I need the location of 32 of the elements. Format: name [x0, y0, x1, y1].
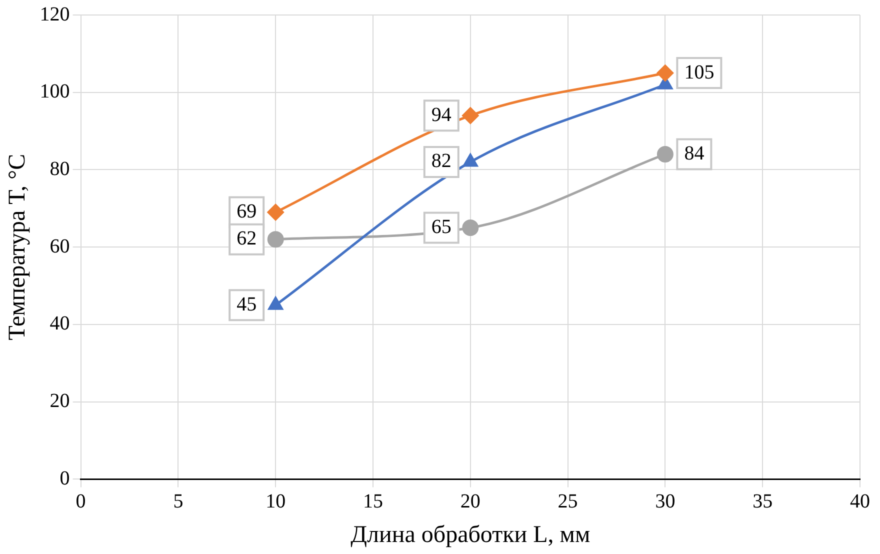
data-label: 69 [236, 200, 257, 223]
data-label: 45 [236, 293, 257, 316]
x-tick-label: 15 [363, 490, 383, 512]
x-tick-label: 0 [76, 490, 86, 512]
point [267, 231, 284, 248]
y-tick-label: 120 [40, 3, 70, 26]
y-tick-label: 80 [50, 158, 70, 180]
y-tick-label: 100 [40, 80, 70, 103]
x-tick-label: 5 [173, 490, 184, 512]
y-tick-label: 0 [60, 467, 70, 490]
y-axis-title: Температура T, °С [4, 154, 31, 340]
y-tick-label: 20 [50, 390, 70, 412]
point [267, 204, 284, 221]
x-tick-label: 40 [850, 490, 870, 512]
x-tick-label: 30 [655, 490, 676, 512]
x-tick-label: 20 [460, 490, 480, 512]
y-tick-label: 60 [50, 235, 70, 258]
x-tick-label: 10 [266, 490, 286, 512]
data-label: 65 [431, 216, 452, 238]
data-label: 82 [431, 150, 452, 172]
point [656, 146, 674, 163]
point [656, 64, 674, 82]
data-label: 84 [684, 142, 704, 165]
point [462, 220, 479, 236]
data-label: 62 [236, 228, 257, 250]
x-tick-label: 25 [558, 490, 578, 512]
y-tick-label: 40 [50, 312, 70, 335]
data-label: 105 [684, 61, 714, 84]
point [462, 107, 479, 124]
x-tick-label: 35 [752, 490, 773, 512]
data-label: 94 [431, 104, 452, 126]
x-axis-title: Длина обработки L, мм [350, 522, 590, 548]
